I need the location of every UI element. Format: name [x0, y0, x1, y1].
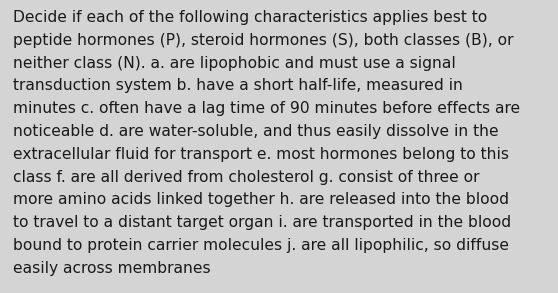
- Text: transduction system b. have a short half-life, measured in: transduction system b. have a short half…: [13, 79, 463, 93]
- Text: noticeable d. are water-soluble, and thus easily dissolve in the: noticeable d. are water-soluble, and thu…: [13, 124, 499, 139]
- Text: extracellular fluid for transport e. most hormones belong to this: extracellular fluid for transport e. mos…: [13, 147, 509, 162]
- Text: peptide hormones (P), steroid hormones (S), both classes (B), or: peptide hormones (P), steroid hormones (…: [13, 33, 513, 48]
- Text: to travel to a distant target organ i. are transported in the blood: to travel to a distant target organ i. a…: [13, 215, 511, 230]
- Text: class f. are all derived from cholesterol g. consist of three or: class f. are all derived from cholestero…: [13, 170, 479, 185]
- Text: neither class (N). a. are lipophobic and must use a signal: neither class (N). a. are lipophobic and…: [13, 56, 456, 71]
- Text: Decide if each of the following characteristics applies best to: Decide if each of the following characte…: [13, 10, 487, 25]
- Text: minutes c. often have a lag time of 90 minutes before effects are: minutes c. often have a lag time of 90 m…: [13, 101, 520, 116]
- Text: bound to protein carrier molecules j. are all lipophilic, so diffuse: bound to protein carrier molecules j. ar…: [13, 238, 509, 253]
- Text: more amino acids linked together h. are released into the blood: more amino acids linked together h. are …: [13, 193, 509, 207]
- Text: easily across membranes: easily across membranes: [13, 261, 210, 276]
